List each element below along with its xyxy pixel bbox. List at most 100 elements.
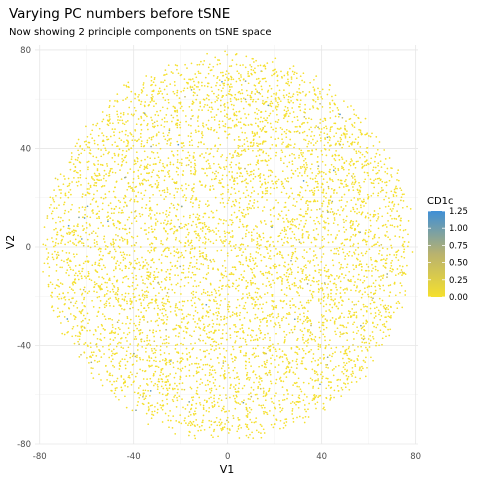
data-point	[134, 250, 136, 252]
data-point	[302, 337, 304, 339]
data-point	[284, 262, 286, 264]
data-point	[348, 271, 350, 273]
data-point	[116, 298, 118, 300]
data-point	[100, 333, 102, 335]
data-point	[395, 294, 397, 296]
data-point	[317, 380, 319, 382]
data-point	[225, 131, 227, 133]
data-point	[114, 100, 116, 102]
data-point	[363, 306, 365, 308]
data-point	[75, 239, 77, 241]
data-point	[133, 289, 135, 291]
data-point	[205, 185, 207, 187]
data-point	[298, 407, 300, 409]
data-point	[175, 188, 177, 190]
data-point	[317, 108, 319, 110]
data-point	[85, 342, 87, 344]
data-point	[290, 237, 292, 239]
data-point	[104, 304, 106, 306]
data-point	[286, 421, 288, 423]
data-point	[194, 159, 196, 161]
data-point	[84, 291, 86, 293]
data-point	[59, 293, 61, 295]
data-point	[297, 321, 299, 323]
data-point	[191, 422, 193, 424]
data-point	[158, 170, 160, 172]
data-point	[292, 224, 294, 226]
data-point	[295, 404, 297, 406]
data-point	[208, 332, 210, 334]
data-point	[305, 223, 307, 225]
data-point	[172, 72, 174, 74]
data-point	[335, 236, 337, 238]
data-point	[329, 107, 331, 109]
data-point	[285, 106, 287, 108]
data-point	[226, 77, 228, 79]
data-point	[60, 189, 62, 191]
data-point	[235, 384, 237, 386]
data-point	[194, 172, 196, 174]
data-point	[133, 178, 135, 180]
data-point	[401, 285, 403, 287]
data-point	[234, 97, 236, 99]
data-point	[340, 287, 342, 289]
data-point	[106, 286, 108, 288]
data-point	[275, 350, 277, 352]
data-point	[157, 305, 159, 307]
data-point	[160, 222, 162, 224]
data-point	[73, 177, 75, 179]
data-point	[361, 266, 363, 268]
data-point	[158, 378, 160, 380]
data-point	[157, 307, 159, 309]
data-point	[176, 110, 178, 112]
data-point	[262, 338, 264, 340]
data-point	[198, 109, 200, 111]
data-point	[378, 216, 380, 218]
data-point	[202, 230, 204, 232]
data-point	[111, 319, 113, 321]
data-point	[187, 87, 189, 89]
data-point	[151, 176, 153, 178]
data-point	[386, 273, 388, 275]
data-point	[348, 190, 350, 192]
data-point	[326, 327, 328, 329]
data-point	[187, 157, 189, 159]
data-point	[278, 316, 280, 318]
data-point	[182, 150, 184, 152]
data-point	[283, 187, 285, 189]
data-point	[254, 199, 256, 201]
data-point	[72, 289, 74, 291]
data-point	[211, 211, 213, 213]
data-point	[170, 311, 172, 313]
data-point	[321, 298, 323, 300]
data-point	[353, 113, 355, 115]
data-point	[172, 415, 174, 417]
data-point	[340, 206, 342, 208]
data-point	[231, 249, 233, 251]
data-point	[357, 259, 359, 261]
data-point	[131, 374, 133, 376]
data-point	[195, 164, 197, 166]
data-point	[147, 250, 149, 252]
data-point	[273, 215, 275, 217]
data-point	[154, 352, 156, 354]
data-point	[257, 201, 259, 203]
data-point	[181, 162, 183, 164]
data-point	[275, 128, 277, 130]
data-point	[218, 124, 220, 126]
data-point	[335, 171, 337, 173]
data-point	[164, 343, 166, 345]
data-point	[126, 276, 128, 278]
data-point	[232, 285, 234, 287]
data-point	[291, 284, 293, 286]
data-point	[172, 91, 174, 93]
data-point	[283, 316, 285, 318]
data-point	[184, 285, 186, 287]
data-point	[123, 332, 125, 334]
data-point	[305, 411, 307, 413]
data-point	[274, 73, 276, 75]
data-point	[308, 117, 310, 119]
data-point	[188, 160, 190, 162]
data-point	[188, 321, 190, 323]
data-point	[354, 141, 356, 143]
